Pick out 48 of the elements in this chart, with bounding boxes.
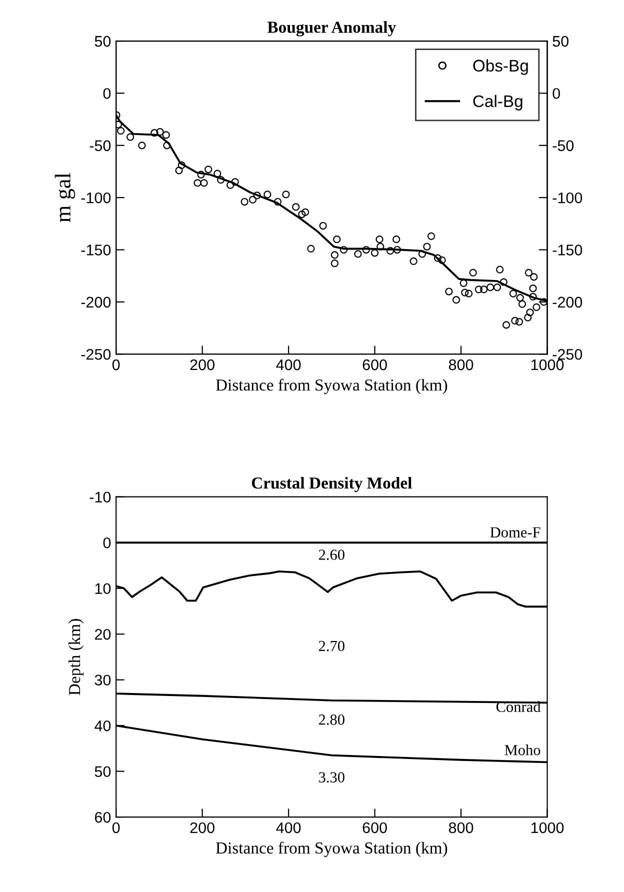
chart-title: Bouguer Anomaly bbox=[267, 21, 396, 36]
y-tick-label: 50 bbox=[94, 36, 111, 47]
x-tick-label: 800 bbox=[448, 822, 474, 834]
y2-tick-label: -50 bbox=[552, 140, 574, 152]
y-tick-label: 20 bbox=[94, 628, 111, 640]
x-axis-title: Distance from Syowa Station (km) bbox=[216, 378, 448, 394]
x-tick-label: 0 bbox=[112, 359, 120, 370]
x-tick-label: 1000 bbox=[531, 822, 564, 834]
legend-label: Cal-Bg bbox=[473, 94, 522, 110]
x-tick-label: 1000 bbox=[531, 359, 564, 370]
annotation: 2.80 bbox=[318, 714, 344, 725]
annotation: 2.70 bbox=[318, 640, 344, 652]
chart-title: Crustal Density Model bbox=[252, 476, 412, 492]
y-tick-label: -250 bbox=[81, 348, 111, 360]
x-tick-label: 800 bbox=[448, 359, 474, 370]
legend-label: Obs-Bg bbox=[473, 59, 528, 75]
y2-tick-label: -250 bbox=[552, 348, 582, 360]
y-tick-label: 60 bbox=[94, 812, 111, 823]
y-tick-label: 30 bbox=[94, 674, 111, 686]
y-tick-label: -200 bbox=[81, 296, 111, 308]
x-tick-label: 200 bbox=[190, 822, 214, 834]
x-tick-label: 400 bbox=[276, 359, 301, 370]
y-axis-title: Depth (km) bbox=[68, 619, 84, 696]
y2-tick-label: -200 bbox=[552, 296, 582, 308]
x-tick-label: 0 bbox=[112, 822, 120, 834]
x-tick-label: 600 bbox=[362, 359, 387, 370]
x-tick-label: 600 bbox=[362, 822, 387, 834]
annotation: Dome-F bbox=[490, 527, 540, 538]
y-tick-label: 0 bbox=[103, 88, 111, 99]
y-tick-label: 10 bbox=[95, 583, 111, 594]
annotation: 2.60 bbox=[318, 550, 344, 560]
y-tick-label: 50 bbox=[94, 766, 111, 778]
y-tick-label: -50 bbox=[90, 140, 111, 152]
y2-tick-label: 0 bbox=[552, 88, 560, 99]
y2-tick-label: -150 bbox=[552, 244, 582, 256]
y-tick-label: 40 bbox=[94, 720, 111, 732]
x-tick-label: 400 bbox=[276, 822, 301, 834]
y-tick-label: -150 bbox=[81, 244, 111, 256]
y-axis-title: m gal bbox=[54, 173, 76, 222]
y2-tick-label: 50 bbox=[552, 36, 569, 47]
x-axis-title: Distance from Syowa Station (km) bbox=[216, 842, 448, 858]
x-tick-label: 200 bbox=[190, 359, 214, 370]
annotation: 3.30 bbox=[319, 772, 344, 783]
y-tick-label: -10 bbox=[90, 492, 111, 503]
y2-tick-label: -100 bbox=[552, 192, 582, 204]
y-tick-label: -100 bbox=[81, 192, 111, 204]
y-tick-label: 0 bbox=[103, 537, 111, 548]
annotation: Moho bbox=[504, 744, 540, 756]
